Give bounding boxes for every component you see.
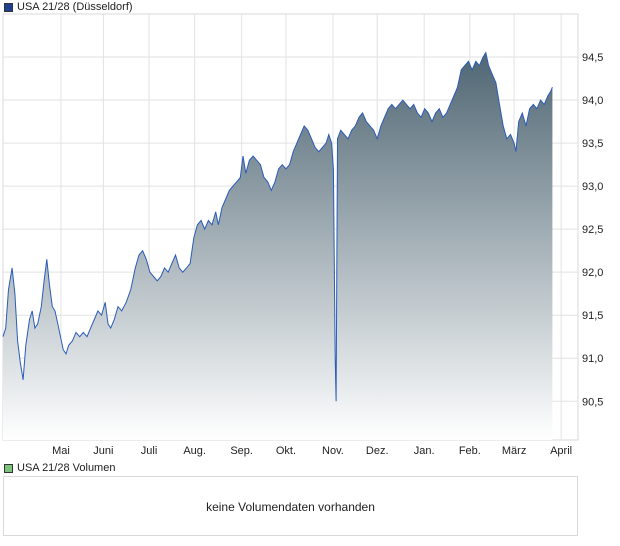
y-tick-label: 91,0 [582, 353, 603, 365]
y-tick-label: 93,0 [582, 181, 603, 193]
x-tick-label: Jan. [414, 445, 435, 457]
volume-empty-message: keine Volumendaten vorhanden [206, 500, 375, 514]
y-tick-label: 90,5 [582, 396, 603, 408]
x-tick-label: Juli [141, 445, 158, 457]
x-tick-label: April [550, 445, 572, 457]
price-area [3, 52, 553, 440]
x-tick-label: Sep. [230, 445, 253, 457]
y-tick-label: 91,5 [582, 310, 603, 322]
x-tick-label: Feb. [459, 445, 481, 457]
y-tick-label: 92,5 [582, 224, 603, 236]
x-tick-label: Nov. [322, 445, 344, 457]
legend-volume: USA 21/28 Volumen [4, 461, 115, 475]
x-tick-label: Mai [52, 445, 70, 457]
legend-volume-label: USA 21/28 Volumen [17, 462, 116, 474]
legend-price-swatch [4, 2, 13, 12]
y-tick-label: 94,0 [582, 95, 603, 107]
x-tick-label: Okt. [276, 445, 296, 457]
legend-price: USA 21/28 (Düsseldorf) [4, 0, 133, 14]
y-axis-labels: 94,5 94,0 93,5 93,0 92,5 92,0 91,5 91,0 90,5 [582, 52, 603, 408]
volume-panel: keine Volumendaten vorhanden [3, 476, 578, 536]
price-chart: 94,5 94,0 93,5 93,0 92,5 92,0 91,5 91,0 90,5 Mai… [2, 13, 603, 457]
y-tick-label: 92,0 [582, 267, 603, 279]
legend-price-label: USA 21/28 (Düsseldorf) [17, 1, 133, 13]
x-tick-label: Dez. [366, 445, 389, 457]
x-tick-label: Aug. [183, 445, 206, 457]
x-tick-label: März [502, 445, 526, 457]
x-axis-labels: Mai Juni Juli Aug. Sep. Okt. Nov. Dez. Jan. Feb. M… [52, 445, 572, 457]
y-tick-label: 93,5 [582, 138, 603, 150]
x-tick-label: Juni [93, 445, 113, 457]
price-line [2, 51, 553, 402]
legend-volume-swatch [4, 463, 13, 473]
y-tick-label: 94,5 [582, 52, 603, 64]
